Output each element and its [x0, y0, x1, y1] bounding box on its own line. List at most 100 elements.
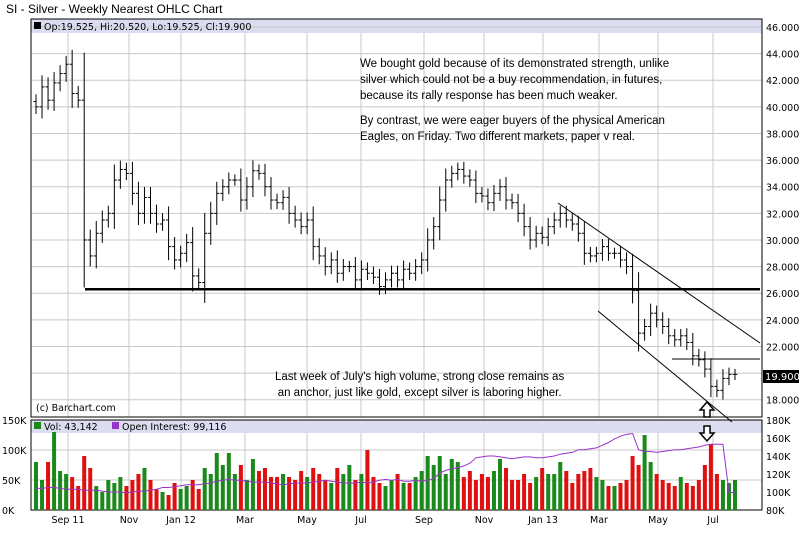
ohlc-bar — [280, 190, 286, 210]
volume-bar — [238, 465, 243, 510]
ohlc-bar — [154, 204, 160, 233]
ohlc-bar — [105, 205, 111, 228]
volume-bar — [630, 456, 635, 510]
oi-tick-label: 120K — [766, 470, 791, 481]
ohlc-bar — [226, 172, 232, 195]
ohlc-bar — [292, 205, 298, 228]
ohlc-bar — [702, 351, 708, 378]
volume-tick-label: 0K — [2, 506, 15, 517]
ohlc-bar — [521, 203, 527, 237]
volume-bar — [244, 480, 249, 510]
watermark: (c) Barchart.com — [36, 403, 116, 414]
ohlc-bar — [696, 348, 702, 367]
ohlc-bar — [286, 186, 292, 224]
volume-bar — [124, 486, 129, 510]
oi-header: Open Interest: 99,116 — [122, 422, 226, 433]
volume-bar — [275, 477, 280, 510]
ohlc-bar — [642, 318, 648, 341]
volume-bar — [431, 465, 436, 510]
ohlc-bar — [449, 165, 455, 188]
price-tick-label: 30.000 — [766, 236, 799, 247]
price-tick-label: 34.000 — [766, 183, 799, 194]
ohlc-bar — [654, 305, 660, 328]
volume-bar — [473, 480, 478, 510]
ohlc-bar — [196, 268, 202, 291]
volume-bar — [582, 471, 587, 510]
volume-bar — [666, 483, 671, 510]
volume-bar — [413, 477, 418, 510]
ohlc-bar — [581, 221, 587, 265]
ohlc-bar — [461, 161, 467, 184]
volume-bar — [648, 462, 653, 510]
note-top-line1: We bought gold because of its demonstrat… — [360, 58, 670, 70]
ohlc-bar — [383, 272, 388, 295]
volume-bar — [190, 480, 195, 510]
ohlc-bar — [304, 212, 310, 235]
ohlc-bar — [684, 328, 690, 351]
ohlc-bar — [352, 257, 358, 290]
volume-bar — [232, 474, 237, 510]
volume-bar — [690, 486, 695, 510]
ohlc-bar — [208, 201, 214, 245]
oi-legend-swatch — [112, 422, 119, 429]
volume-bar — [196, 489, 201, 510]
volume-bar — [678, 477, 683, 510]
ohlc-bar — [593, 246, 599, 263]
volume-bar — [262, 468, 267, 510]
ohlc-bar — [569, 213, 575, 231]
volume-bar — [534, 477, 539, 510]
volume-bar — [516, 480, 521, 510]
volume-bar — [570, 483, 575, 510]
volume-bar — [714, 474, 719, 510]
ohlc-bar — [268, 177, 274, 210]
ohlc-bar — [376, 268, 382, 295]
ohlc-bar — [515, 193, 521, 223]
volume-bar — [455, 462, 460, 510]
ohlc-bar — [346, 260, 352, 273]
volume-bar — [329, 483, 334, 510]
volume-bar — [660, 480, 665, 510]
last-price-label: 19.900 — [765, 372, 800, 383]
volume-bar — [672, 486, 677, 510]
volume-bar — [64, 474, 69, 510]
volume-bars — [34, 432, 737, 510]
ohlc-bar — [630, 253, 636, 304]
ohlc-bar — [190, 227, 196, 292]
ohlc-bar — [413, 258, 419, 281]
volume-tick-label: 150K — [2, 416, 27, 427]
volume-bar — [479, 474, 484, 510]
volume-bar — [606, 486, 611, 510]
time-tick-label: Mar — [590, 515, 608, 526]
volume-bar — [100, 492, 105, 510]
volume-bar — [510, 480, 515, 510]
volume-bar — [600, 480, 605, 510]
volume-bar — [154, 489, 159, 510]
ohlc-bar — [678, 329, 684, 347]
volume-bar — [317, 474, 322, 510]
volume-bar — [485, 477, 490, 510]
volume-bar — [546, 474, 551, 510]
ohlc-bar — [81, 52, 87, 288]
ohlc-bar — [587, 246, 593, 263]
volume-bar — [377, 483, 382, 510]
ohlc-bar — [467, 169, 473, 187]
volume-bar — [311, 468, 316, 510]
ohlc-bar — [491, 184, 497, 212]
volume-bar — [46, 462, 51, 510]
ohlc-bar — [720, 369, 726, 400]
price-tick-label: 36.000 — [766, 156, 799, 167]
volume-bar — [467, 471, 472, 510]
ohlc-header: Op:19.525, Hi:20.520, Lo:19.525, Cl:19.9… — [44, 22, 251, 33]
ohlc-bar — [244, 177, 250, 210]
volume-bar — [52, 432, 57, 510]
time-tick-label: Jul — [706, 515, 718, 526]
volume-bar — [82, 456, 87, 510]
note-mid-line2: Eagles, on Friday. Two different markets… — [360, 131, 635, 143]
time-tick-label: Mar — [236, 515, 254, 526]
ohlc-bar — [172, 237, 178, 270]
ohlc-bar — [160, 213, 166, 231]
ohlc-bar — [256, 164, 262, 180]
ohlc-bar — [129, 161, 135, 205]
time-tick-label: Sep — [415, 515, 433, 526]
volume-bar — [335, 468, 340, 510]
